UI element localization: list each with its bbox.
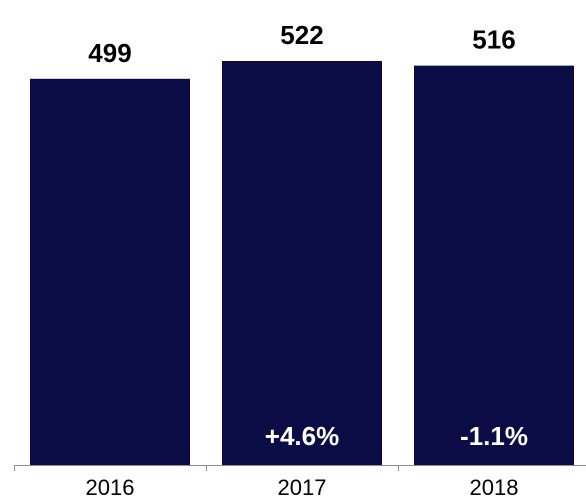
change-label-2017: +4.6%: [265, 421, 339, 451]
x-tick-label-2016: 2016: [86, 475, 135, 500]
change-label-2018: -1.1%: [460, 421, 528, 451]
value-label-2018: 516: [472, 25, 515, 55]
x-tick-labels-group: 2016 2017 2018: [86, 475, 519, 500]
bar-2018: [414, 65, 574, 465]
change-labels-group: +4.6% -1.1%: [265, 421, 528, 451]
value-label-2017: 522: [280, 20, 323, 50]
x-axis: [14, 465, 586, 471]
bar-2017: [222, 61, 382, 465]
bars-group: [30, 61, 574, 465]
bar-2016: [30, 78, 190, 465]
value-labels-group: 499 522 516: [88, 20, 515, 68]
x-tick-label-2018: 2018: [470, 475, 519, 500]
value-label-2016: 499: [88, 38, 131, 68]
x-tick-label-2017: 2017: [278, 475, 327, 500]
